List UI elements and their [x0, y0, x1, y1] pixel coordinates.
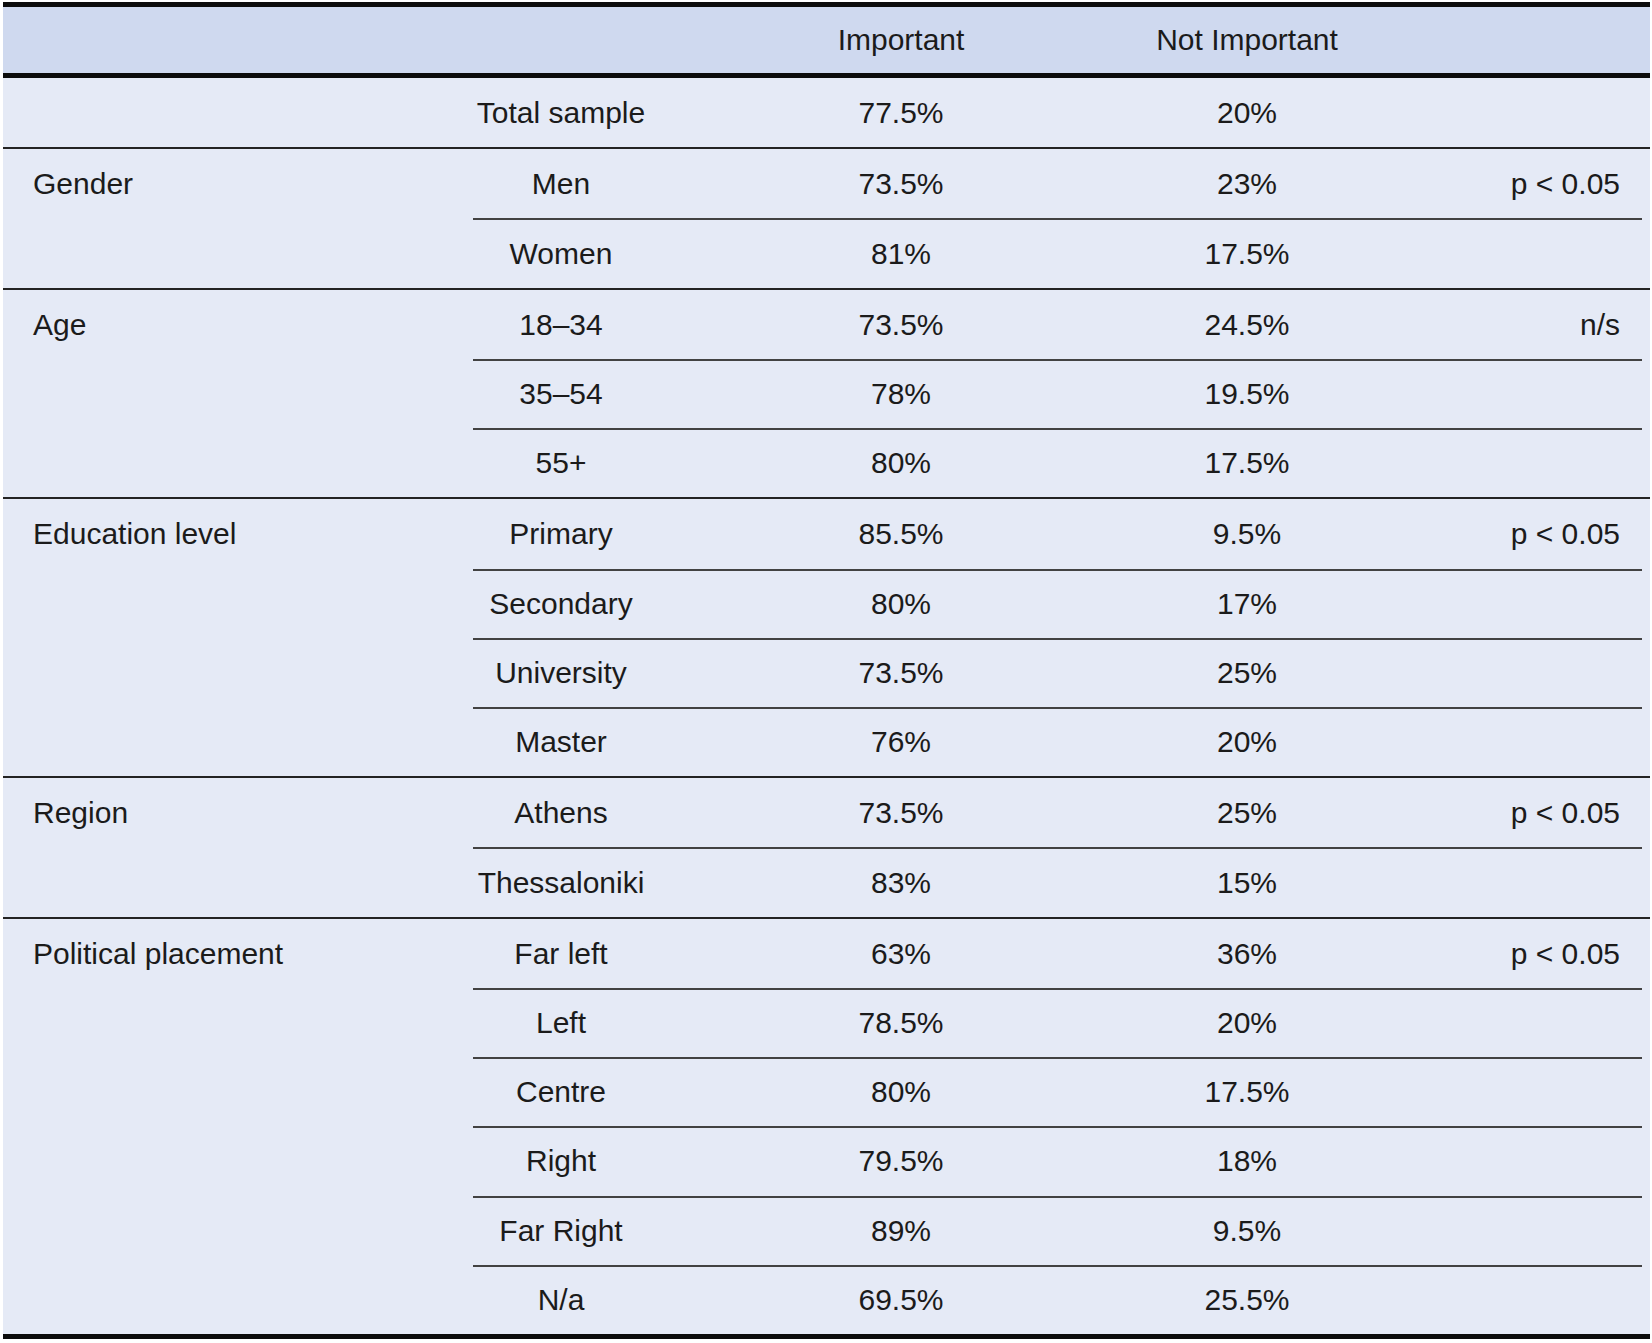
important-value: 80% — [681, 1075, 1121, 1108]
row-label: 35–54 — [441, 377, 681, 410]
table-row-55-plus: 55+ 80% 17.5% — [3, 428, 1650, 497]
table-row-left: Left 78.5% 20% — [3, 988, 1650, 1057]
row-label: 18–34 — [441, 308, 681, 341]
table-row-secondary: Secondary 80% 17% — [3, 569, 1650, 638]
row-label: Right — [441, 1144, 681, 1177]
important-value: 80% — [681, 446, 1121, 479]
not-important-value: 9.5% — [1121, 1214, 1373, 1247]
row-label: Athens — [441, 796, 681, 829]
column-header-not-important: Not Important — [1121, 23, 1373, 57]
row-label: Women — [441, 237, 681, 270]
group-label-political: Political placement — [3, 937, 441, 970]
not-important-value: 17% — [1121, 587, 1373, 620]
not-important-value: 19.5% — [1121, 377, 1373, 410]
row-label: Total sample — [441, 96, 681, 129]
important-value: 73.5% — [681, 656, 1121, 689]
table-row-primary: Education level Primary 85.5% 9.5% p < 0… — [3, 497, 1650, 568]
not-important-value: 25.5% — [1121, 1283, 1373, 1316]
table-row-women: Women 81% 17.5% — [3, 218, 1650, 287]
not-important-value: 15% — [1121, 866, 1373, 899]
column-header-important: Important — [681, 23, 1121, 57]
statistics-table: Important Not Important Total sample 77.… — [3, 2, 1650, 1339]
table-row-master: Master 76% 20% — [3, 707, 1650, 776]
significance-value: p < 0.05 — [1373, 796, 1650, 829]
table-row-athens: Region Athens 73.5% 25% p < 0.05 — [3, 776, 1650, 847]
table-row-men: Gender Men 73.5% 23% p < 0.05 — [3, 147, 1650, 218]
not-important-value: 36% — [1121, 937, 1373, 970]
significance-value: n/s — [1373, 308, 1650, 341]
important-value: 73.5% — [681, 308, 1121, 341]
table-row-na: N/a 69.5% 25.5% — [3, 1265, 1650, 1334]
important-value: 85.5% — [681, 517, 1121, 550]
row-label: Centre — [441, 1075, 681, 1108]
important-value: 79.5% — [681, 1144, 1121, 1177]
table-row-far-right: Far Right 89% 9.5% — [3, 1196, 1650, 1265]
important-value: 69.5% — [681, 1283, 1121, 1316]
not-important-value: 23% — [1121, 167, 1373, 200]
significance-value: p < 0.05 — [1373, 937, 1650, 970]
row-label: Thessaloniki — [441, 866, 681, 899]
important-value: 63% — [681, 937, 1121, 970]
group-label-age: Age — [3, 308, 441, 341]
row-label: Men — [441, 167, 681, 200]
significance-value: p < 0.05 — [1373, 167, 1650, 200]
header-row: Important Not Important — [3, 7, 1650, 78]
row-label: Far Right — [441, 1214, 681, 1247]
important-value: 73.5% — [681, 167, 1121, 200]
not-important-value: 20% — [1121, 1006, 1373, 1039]
important-value: 83% — [681, 866, 1121, 899]
table-row-university: University 73.5% 25% — [3, 638, 1650, 707]
important-value: 73.5% — [681, 796, 1121, 829]
important-value: 78% — [681, 377, 1121, 410]
table-row-35-54: 35–54 78% 19.5% — [3, 359, 1650, 428]
not-important-value: 17.5% — [1121, 237, 1373, 270]
important-value: 76% — [681, 725, 1121, 758]
row-label: 55+ — [441, 446, 681, 479]
not-important-value: 25% — [1121, 796, 1373, 829]
important-value: 80% — [681, 587, 1121, 620]
row-label: Far left — [441, 937, 681, 970]
not-important-value: 17.5% — [1121, 446, 1373, 479]
table-row-18-34: Age 18–34 73.5% 24.5% n/s — [3, 288, 1650, 359]
not-important-value: 17.5% — [1121, 1075, 1373, 1108]
row-label: N/a — [441, 1283, 681, 1316]
row-label: University — [441, 656, 681, 689]
row-label: Master — [441, 725, 681, 758]
table-row-right: Right 79.5% 18% — [3, 1126, 1650, 1195]
row-label: Secondary — [441, 587, 681, 620]
not-important-value: 18% — [1121, 1144, 1373, 1177]
group-label-region: Region — [3, 796, 441, 829]
table-row-thessaloniki: Thessaloniki 83% 15% — [3, 847, 1650, 916]
significance-value: p < 0.05 — [1373, 517, 1650, 550]
important-value: 89% — [681, 1214, 1121, 1247]
important-value: 81% — [681, 237, 1121, 270]
group-label-education: Education level — [3, 517, 441, 550]
row-label: Left — [441, 1006, 681, 1039]
not-important-value: 9.5% — [1121, 517, 1373, 550]
group-label-gender: Gender — [3, 167, 441, 200]
not-important-value: 25% — [1121, 656, 1373, 689]
not-important-value: 24.5% — [1121, 308, 1373, 341]
table-row-centre: Centre 80% 17.5% — [3, 1057, 1650, 1126]
row-label: Primary — [441, 517, 681, 550]
table-row-total-sample: Total sample 77.5% 20% — [3, 78, 1650, 147]
not-important-value: 20% — [1121, 96, 1373, 129]
not-important-value: 20% — [1121, 725, 1373, 758]
important-value: 77.5% — [681, 96, 1121, 129]
important-value: 78.5% — [681, 1006, 1121, 1039]
table-row-far-left: Political placement Far left 63% 36% p <… — [3, 917, 1650, 988]
